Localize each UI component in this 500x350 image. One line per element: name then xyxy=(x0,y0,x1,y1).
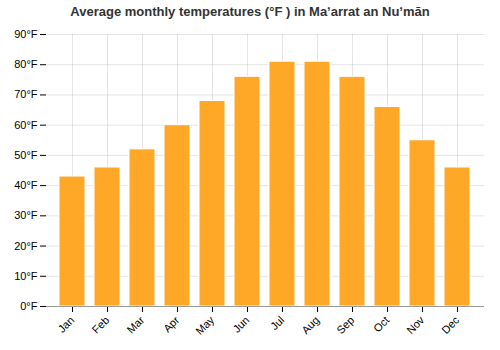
svg-text:70°F: 70°F xyxy=(14,88,38,100)
svg-text:40°F: 40°F xyxy=(14,179,38,191)
svg-text:90°F: 90°F xyxy=(14,28,38,40)
svg-text:May: May xyxy=(193,313,217,337)
svg-text:Mar: Mar xyxy=(125,314,147,336)
svg-text:Aug: Aug xyxy=(299,314,321,336)
svg-text:Oct: Oct xyxy=(371,314,392,335)
svg-text:0°F: 0°F xyxy=(20,300,38,312)
svg-text:20°F: 20°F xyxy=(14,240,38,252)
svg-text:Jul: Jul xyxy=(268,314,286,332)
svg-text:Apr: Apr xyxy=(161,314,182,335)
svg-text:30°F: 30°F xyxy=(14,209,38,221)
html-text:Average monthly temperatures (: Average monthly temperatures (°F ) in Ma… xyxy=(70,4,430,19)
svg-text:Feb: Feb xyxy=(90,314,112,336)
svg-text:Jun: Jun xyxy=(230,314,251,335)
svg-text:10°F: 10°F xyxy=(14,270,38,282)
svg-text:80°F: 80°F xyxy=(14,58,38,70)
svg-text:50°F: 50°F xyxy=(14,149,38,161)
svg-text:Sep: Sep xyxy=(334,314,356,336)
svg-text:Nov: Nov xyxy=(404,313,427,336)
svg-text:Jan: Jan xyxy=(55,314,76,335)
svg-text:60°F: 60°F xyxy=(14,119,38,131)
svg-text:Dec: Dec xyxy=(439,313,462,336)
